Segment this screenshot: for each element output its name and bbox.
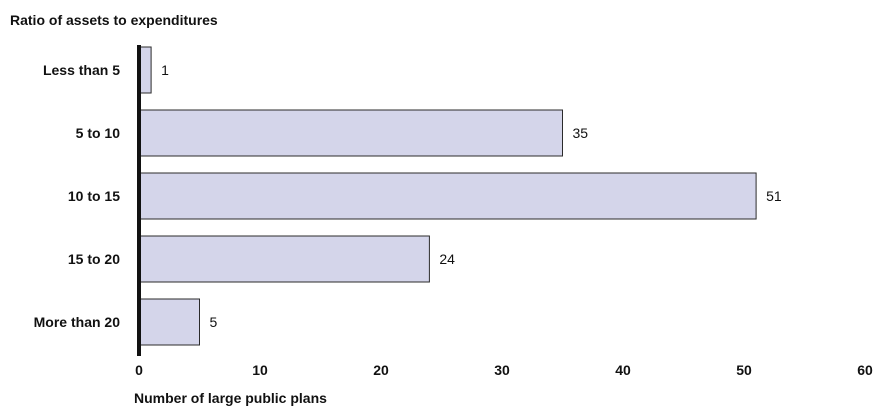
value-label-15-to-20: 24 [439, 251, 455, 267]
x-tick-labels-group: 0 10 20 30 40 50 60 [135, 362, 873, 378]
x-axis-title: Number of large public plans [134, 390, 327, 406]
x-tick-label-0: 0 [135, 362, 143, 378]
category-label-less-than-5: Less than 5 [43, 62, 120, 78]
bar-10-to-15 [138, 172, 757, 220]
category-labels-group: Less than 5 5 to 10 10 to 15 15 to 20 More t… [34, 62, 121, 330]
value-label-5-to-10: 35 [573, 125, 589, 141]
bar-more-than-20 [138, 298, 200, 346]
bar-5-to-10 [138, 109, 563, 157]
x-tick-label-20: 20 [373, 362, 389, 378]
category-label-more-than-20: More than 20 [34, 314, 121, 330]
x-tick-label-50: 50 [736, 362, 752, 378]
category-label-5-to-10: 5 to 10 [76, 125, 121, 141]
x-tick-label-60: 60 [857, 362, 873, 378]
x-tick-label-10: 10 [252, 362, 268, 378]
x-tick-label-30: 30 [494, 362, 510, 378]
bar-15-to-20 [138, 235, 430, 283]
value-label-more-than-20: 5 [210, 314, 218, 330]
x-tick-label-40: 40 [615, 362, 631, 378]
bars-group [138, 46, 757, 346]
category-label-15-to-20: 15 to 20 [68, 251, 120, 267]
value-label-10-to-15: 51 [766, 188, 782, 204]
chart-title: Ratio of assets to expenditures [10, 12, 218, 28]
value-label-less-than-5: 1 [161, 62, 169, 78]
category-label-10-to-15: 10 to 15 [68, 188, 120, 204]
value-labels-group: 1 35 51 24 5 [161, 62, 782, 330]
